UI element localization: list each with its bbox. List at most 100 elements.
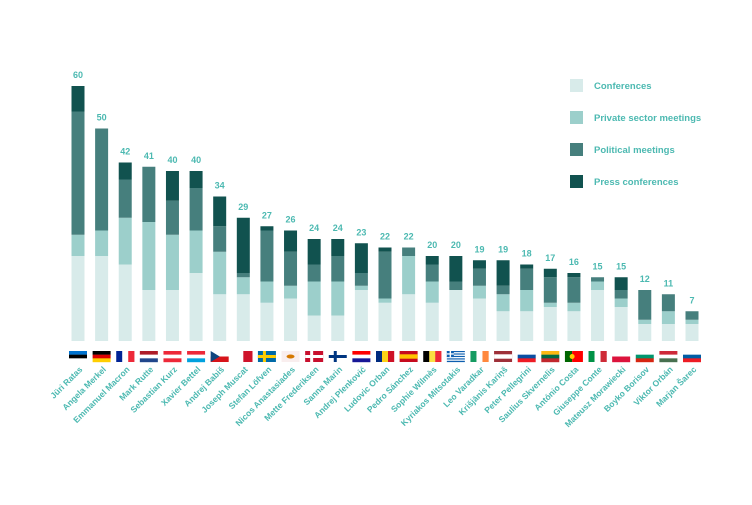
flag-malta	[234, 351, 253, 362]
bar-segment-political-meetings	[354, 273, 368, 286]
flag-cyprus	[281, 351, 300, 362]
flag-finland	[328, 351, 347, 362]
bar-segment-conferences	[307, 315, 321, 341]
total-label: 19	[474, 244, 484, 254]
bar-segment-private-sector-meetings	[95, 230, 109, 256]
bar-segment-conferences	[472, 298, 486, 341]
bar-segment-press-conferences	[449, 256, 463, 282]
flag-france	[116, 351, 135, 362]
bar-segment-conferences	[425, 302, 439, 341]
bar-segment-political-meetings	[307, 264, 321, 282]
bar-segment-private-sector-meetings	[165, 234, 179, 290]
bar-segment-press-conferences	[213, 196, 227, 227]
total-label: 15	[593, 261, 603, 271]
flag-slovakia	[517, 351, 536, 363]
bar-stack	[685, 311, 699, 341]
flag-czechia	[210, 351, 229, 362]
bar-segment-press-conferences	[236, 217, 250, 273]
bar-segment-press-conferences	[189, 171, 203, 188]
bar-segment-political-meetings	[520, 268, 534, 290]
bar-segment-private-sector-meetings	[189, 230, 203, 273]
bar-segment-conferences	[402, 294, 416, 341]
bar-stack	[425, 256, 439, 341]
bar-segment-conferences	[543, 307, 557, 341]
total-label: 29	[238, 202, 248, 212]
bar-segment-political-meetings	[284, 251, 298, 286]
flag-italy	[588, 351, 607, 362]
bar-segment-press-conferences	[472, 260, 486, 269]
bar-stack	[638, 290, 652, 341]
bar-segment-political-meetings	[402, 247, 416, 256]
legend-swatch	[570, 79, 583, 92]
flag-austria	[163, 351, 182, 363]
total-label: 20	[451, 240, 461, 250]
bar-segment-political-meetings	[472, 268, 486, 286]
bar-stack	[165, 171, 179, 341]
bar-segment-conferences	[685, 324, 699, 341]
bar-segment-press-conferences	[284, 230, 298, 252]
bar-segment-private-sector-meetings	[331, 281, 345, 316]
bar-segment-private-sector-meetings	[685, 319, 699, 324]
bar-segment-political-meetings	[638, 290, 652, 320]
total-label: 50	[97, 113, 107, 123]
bar-segment-political-meetings	[189, 188, 203, 231]
bar-segment-political-meetings	[236, 273, 250, 278]
bar-segment-private-sector-meetings	[638, 319, 652, 324]
bar-segment-private-sector-meetings	[213, 251, 227, 295]
total-label: 40	[167, 155, 177, 165]
bar-segment-conferences	[236, 294, 250, 341]
legend-label: Private sector meetings	[594, 113, 701, 124]
bar-stack	[95, 128, 109, 341]
flag-germany	[92, 351, 111, 363]
bar-segment-political-meetings	[95, 128, 109, 231]
total-label: 24	[309, 223, 319, 233]
flag-croatia	[352, 351, 371, 363]
bar-segment-private-sector-meetings	[614, 298, 628, 307]
legend-swatch	[570, 111, 583, 124]
bar-segment-private-sector-meetings	[425, 281, 439, 303]
bar-segment-political-meetings	[378, 251, 392, 299]
bar-stack	[402, 247, 416, 341]
bar-segment-political-meetings	[591, 277, 605, 282]
bar-stack	[661, 294, 675, 341]
bar-segment-conferences	[354, 290, 368, 341]
bar-segment-political-meetings	[567, 277, 581, 303]
flag-lithuania	[541, 351, 560, 363]
total-label: 40	[191, 155, 201, 165]
legend-swatch	[570, 175, 583, 188]
flag-slovenia	[683, 351, 701, 363]
bar-segment-press-conferences	[543, 268, 557, 278]
bar-segment-press-conferences	[378, 247, 392, 252]
bar-segment-conferences	[449, 290, 463, 341]
bar-stack	[331, 239, 345, 341]
bar-segment-conferences	[71, 256, 85, 341]
total-label: 22	[404, 232, 414, 242]
bar-stack	[614, 277, 628, 341]
bar-stack	[378, 247, 392, 341]
bar-segment-press-conferences	[307, 239, 321, 265]
total-label: 23	[356, 227, 366, 237]
bar-segment-conferences	[189, 273, 203, 341]
bar-segment-political-meetings	[213, 226, 227, 252]
bar-segment-political-meetings	[425, 264, 439, 282]
total-label: 7	[689, 295, 694, 305]
bar-segment-private-sector-meetings	[567, 302, 581, 312]
bar-segment-private-sector-meetings	[354, 285, 368, 290]
bar-segment-private-sector-meetings	[472, 285, 486, 299]
total-label: 17	[545, 253, 555, 263]
flag-sweden	[257, 351, 276, 362]
bar-segment-conferences	[331, 315, 345, 341]
total-label: 27	[262, 210, 272, 220]
bar-segment-private-sector-meetings	[284, 285, 298, 299]
flag-belgium	[423, 351, 442, 362]
flag-latvia	[494, 351, 513, 362]
total-label: 22	[380, 232, 390, 242]
bar-segment-political-meetings	[71, 111, 85, 235]
bar-segment-political-meetings	[165, 200, 179, 235]
total-label: 24	[333, 223, 343, 233]
bar-stack	[284, 230, 298, 341]
bar-stack	[307, 239, 321, 341]
bar-segment-conferences	[165, 290, 179, 341]
bar-segment-press-conferences	[260, 226, 274, 231]
